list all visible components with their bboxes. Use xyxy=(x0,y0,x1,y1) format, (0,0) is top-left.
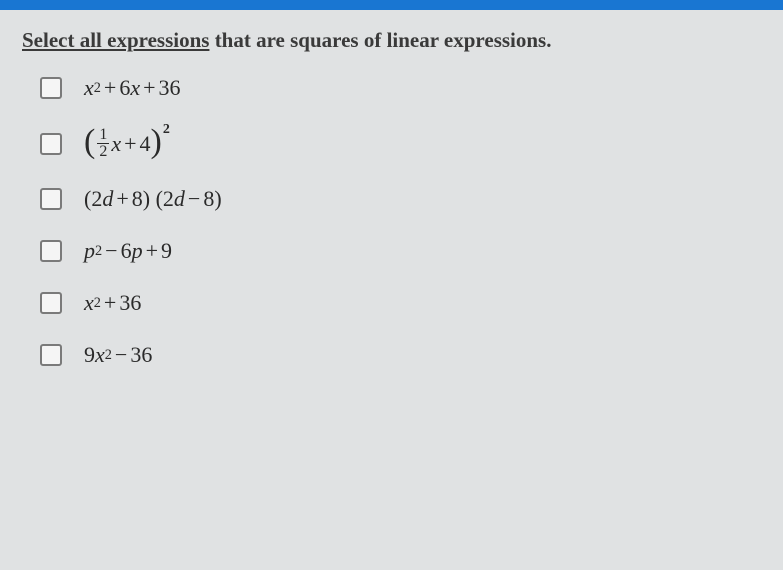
option-checkbox-6[interactable] xyxy=(40,344,62,366)
options-list: x2 + 6x + 36 ( 1 2 x + 4 )2 xyxy=(22,75,761,368)
option-row: x2 + 6x + 36 xyxy=(40,75,761,101)
option-expression-4: p2 − 6p + 9 xyxy=(84,238,172,264)
option-expression-2: ( 1 2 x + 4 )2 xyxy=(84,127,169,160)
prompt-underlined: Select all expressions xyxy=(22,28,209,52)
option-checkbox-2[interactable] xyxy=(40,133,62,155)
option-row: x2 + 36 xyxy=(40,290,761,316)
option-expression-6: 9x2 − 36 xyxy=(84,342,152,368)
option-row: p2 − 6p + 9 xyxy=(40,238,761,264)
option-row: 9x2 − 36 xyxy=(40,342,761,368)
question-prompt: Select all expressions that are squares … xyxy=(22,28,761,53)
option-row: (2d + 8) (2d − 8) xyxy=(40,186,761,212)
option-checkbox-5[interactable] xyxy=(40,292,62,314)
option-expression-1: x2 + 6x + 36 xyxy=(84,75,181,101)
option-checkbox-1[interactable] xyxy=(40,77,62,99)
option-checkbox-3[interactable] xyxy=(40,188,62,210)
prompt-rest: that are squares of linear expressions. xyxy=(209,28,551,52)
option-expression-3: (2d + 8) (2d − 8) xyxy=(84,186,222,212)
option-row: ( 1 2 x + 4 )2 xyxy=(40,127,761,160)
question-panel: Select all expressions that are squares … xyxy=(0,10,783,570)
top-accent-bar xyxy=(0,0,783,10)
option-checkbox-4[interactable] xyxy=(40,240,62,262)
option-expression-5: x2 + 36 xyxy=(84,290,141,316)
